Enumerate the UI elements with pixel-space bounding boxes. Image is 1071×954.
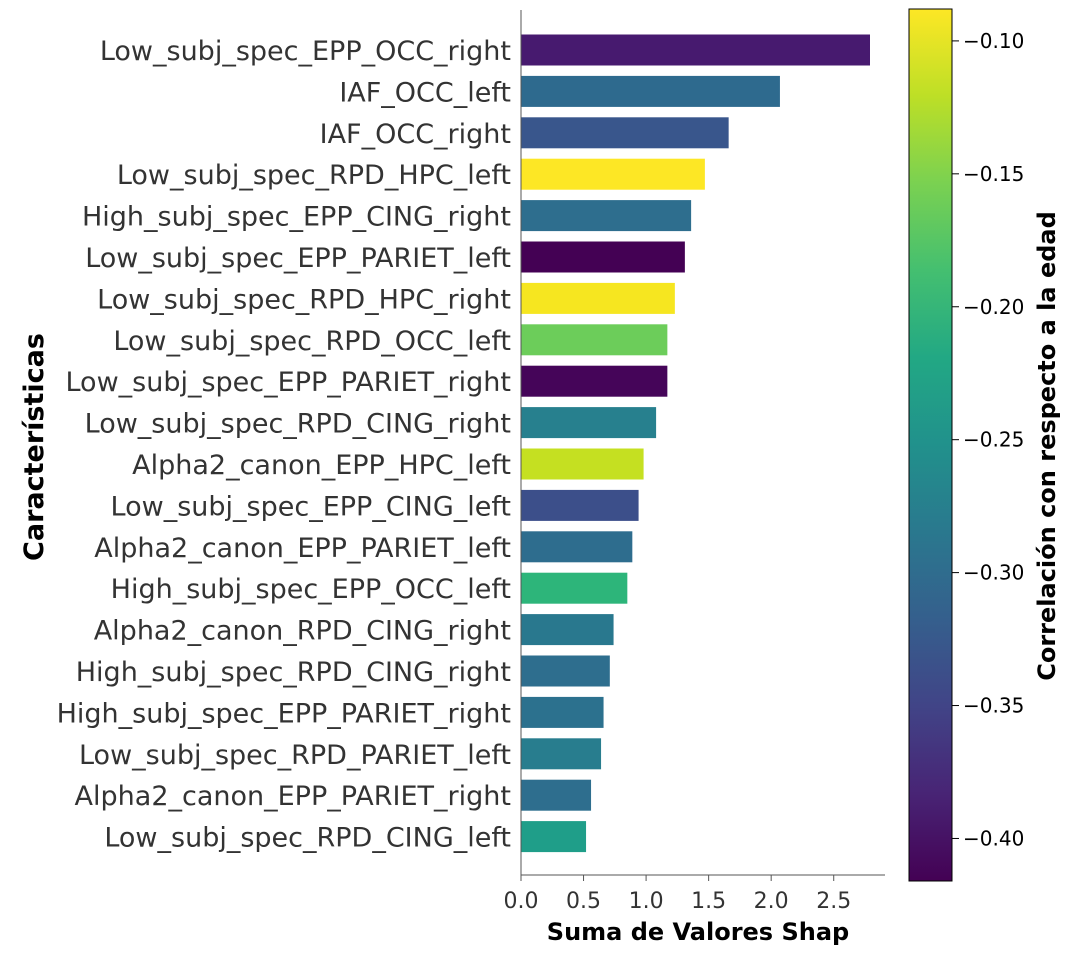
x-tick-label: 2.0 (754, 889, 789, 914)
bar (521, 324, 668, 356)
y-tick-label: Alpha2_canon_EPP_PARIET_right (75, 781, 511, 812)
y-tick-label: Low_subj_spec_RPD_PARIET_left (79, 740, 511, 771)
colorbar-tick-label: −0.25 (963, 428, 1024, 452)
bar (521, 614, 614, 646)
x-tick-label: 1.5 (691, 889, 726, 914)
bar (521, 365, 668, 397)
x-ticks: 0.0 0.5 1.0 1.5 2.0 2.5 (504, 875, 851, 914)
bar (521, 158, 705, 190)
bar (521, 241, 685, 273)
bar (521, 655, 610, 687)
bar (521, 407, 657, 439)
y-tick-label: High_subj_spec_EPP_PARIET_right (57, 698, 511, 729)
colorbar-title: Correlación con respecto a la edad (1033, 211, 1061, 681)
colorbar-tick-label: −0.35 (963, 694, 1024, 718)
colorbar-tick-label: −0.40 (963, 826, 1024, 850)
y-tick-label: IAF_OCC_right (320, 119, 511, 150)
y-tick-label: Low_subj_spec_RPD_CING_right (85, 409, 511, 440)
y-tick-label: Alpha2_canon_RPD_CING_right (94, 616, 511, 647)
x-tick-label: 2.5 (816, 889, 851, 914)
y-tick-label: Low_subj_spec_EPP_OCC_right (100, 36, 511, 67)
bars-group (521, 34, 870, 853)
bar (521, 75, 780, 107)
bar (521, 448, 644, 480)
y-tick-label: Low_subj_spec_RPD_HPC_left (117, 160, 511, 191)
y-tick-label: IAF_OCC_left (339, 77, 511, 108)
y-tick-label: Low_subj_spec_RPD_CING_left (104, 823, 511, 854)
bar (521, 696, 604, 728)
y-tick-label: High_subj_spec_EPP_OCC_left (111, 574, 511, 605)
y-tick-label: High_subj_spec_EPP_CING_right (82, 202, 511, 233)
bar (521, 572, 628, 604)
y-tick-label: Low_subj_spec_EPP_PARIET_right (65, 367, 511, 398)
colorbar-tick-label: −0.20 (963, 295, 1024, 319)
colorbar-tick-label: −0.10 (963, 29, 1024, 53)
bar (521, 779, 592, 811)
x-axis-title: Suma de Valores Shap (547, 918, 849, 946)
y-tick-label: Alpha2_canon_EPP_PARIET_left (94, 533, 511, 564)
x-tick-label: 1.0 (629, 889, 664, 914)
bar (521, 282, 675, 314)
y-axis-title: Características (19, 333, 50, 561)
colorbar (908, 8, 953, 882)
bar (521, 489, 639, 521)
bar (521, 200, 692, 232)
colorbar-ticks: −0.10 −0.15 −0.20 −0.25 −0.30 −0.35 −0.40 (952, 29, 1024, 850)
bar (521, 34, 870, 66)
x-tick-label: 0.0 (504, 889, 539, 914)
colorbar-tick-label: −0.30 (963, 561, 1024, 585)
y-tick-label: Low_subj_spec_RPD_OCC_left (113, 326, 511, 357)
y-tick-labels: Low_subj_spec_EPP_OCC_right IAF_OCC_left I… (57, 36, 511, 854)
colorbar-tick-label: −0.15 (963, 162, 1024, 186)
bar (521, 821, 587, 853)
bar (521, 738, 602, 770)
y-tick-label: Low_subj_spec_EPP_CING_left (111, 491, 511, 522)
y-tick-label: Low_subj_spec_RPD_HPC_right (97, 284, 511, 315)
x-tick-label: 0.5 (566, 889, 601, 914)
y-tick-label: Low_subj_spec_EPP_PARIET_left (85, 243, 511, 274)
bar (521, 117, 729, 149)
y-tick-label: High_subj_spec_RPD_CING_right (76, 657, 511, 688)
bar (521, 531, 633, 563)
y-tick-label: Alpha2_canon_EPP_HPC_left (132, 450, 511, 481)
